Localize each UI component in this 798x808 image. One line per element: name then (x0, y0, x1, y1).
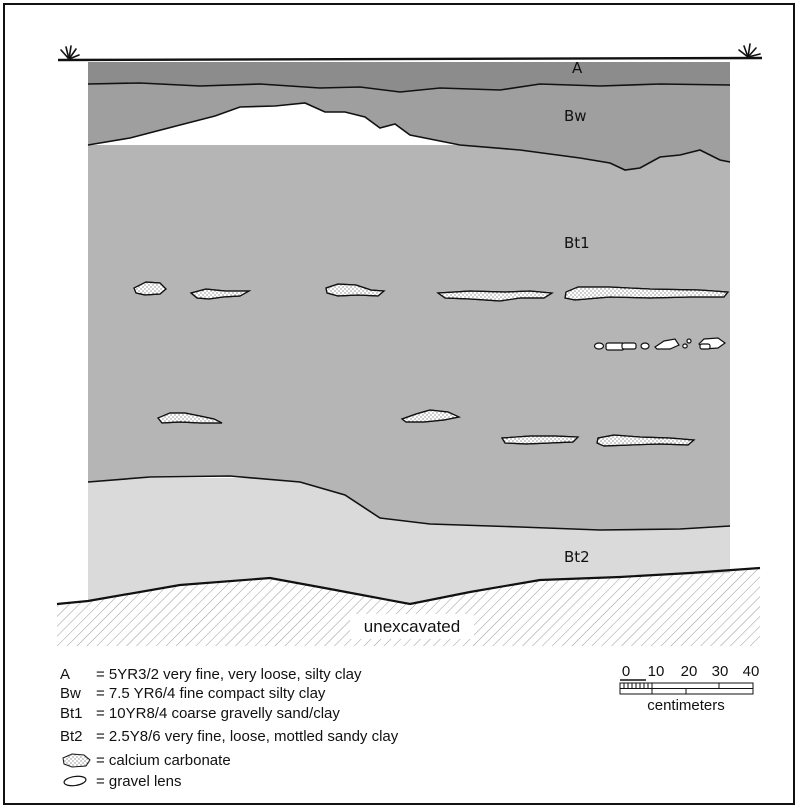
carbonate-lens (157, 412, 223, 424)
carbonate-lens (564, 286, 730, 301)
legend-key-bw: Bw (60, 685, 81, 702)
gravel-lens-icon (63, 775, 87, 787)
carbonate-lens (436, 290, 554, 302)
unexcavated-label: unexcavated (364, 617, 460, 636)
horizon-bt1 (88, 145, 730, 530)
legend: A = 5YR3/2 very fine, very loose, silty … (60, 666, 399, 790)
scale-tick-10: 10 (648, 663, 665, 680)
legend-text-bw: = 7.5 YR6/4 fine compact silty clay (96, 685, 326, 702)
unexcavated-label-box (350, 614, 474, 639)
carbonate-lens (133, 281, 167, 296)
legend-text-gravel-lens: = gravel lens (96, 773, 181, 790)
unexcavated-zone (57, 568, 760, 646)
ground-surface-line (57, 56, 763, 62)
horizon-bw (88, 80, 730, 170)
legend-text-a: = 5YR3/2 very fine, very loose, silty cl… (96, 666, 362, 683)
legend-key-bt1: Bt1 (60, 705, 83, 722)
gravel-lens (593, 337, 727, 351)
legend-key-bt2: Bt2 (60, 728, 83, 745)
carbonate-lens (596, 434, 696, 447)
legend-text-calcium-carbonate: = calcium carbonate (96, 752, 231, 769)
horizon-boundaries (87, 82, 731, 531)
horizon-label-bw: Bw (564, 107, 587, 125)
carbonate-lens (500, 435, 580, 445)
legend-text-bt1: = 10YR8/4 coarse gravelly sand/clay (96, 705, 340, 722)
scale-tick-20: 20 (681, 663, 698, 680)
grass-left-icon (60, 45, 80, 60)
scale-bar: 0 10 20 30 40 centimeters (619, 663, 760, 714)
excavation-base-line (56, 566, 761, 606)
horizon-label-a: A (572, 59, 583, 77)
legend-key-a: A (60, 666, 70, 683)
legend-text-bt2: = 2.5Y8/6 very fine, loose, mottled sand… (96, 728, 399, 745)
horizon-label-bt2: Bt2 (564, 548, 590, 566)
scale-unit-label: centimeters (647, 697, 725, 714)
horizon-label-bt1: Bt1 (564, 234, 590, 252)
carbonate-lens (189, 288, 252, 300)
scale-tick-30: 30 (712, 663, 729, 680)
scale-tick-40: 40 (743, 663, 760, 680)
scale-tick-0: 0 (622, 663, 630, 680)
calcium-carbonate-icon (62, 753, 91, 768)
carbonate-lens (400, 409, 461, 423)
carbonate-lens (325, 283, 386, 297)
grass-right-icon (738, 43, 761, 58)
